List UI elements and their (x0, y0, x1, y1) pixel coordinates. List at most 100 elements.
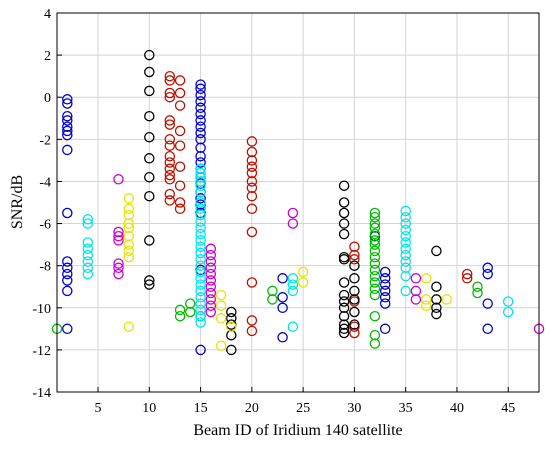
data-point (205, 306, 217, 318)
x-tick-label: 35 (399, 401, 413, 416)
data-point (164, 75, 176, 86)
data-point (62, 121, 73, 132)
data-point (338, 289, 350, 301)
data-point (420, 273, 432, 284)
data-point (349, 254, 360, 265)
x-tick-label: 5 (95, 401, 102, 416)
data-point (246, 155, 258, 166)
data-point (410, 285, 422, 297)
data-point (144, 279, 155, 290)
data-point (400, 237, 411, 248)
data-point (400, 249, 411, 261)
data-point (369, 207, 381, 219)
data-point (349, 319, 360, 330)
data-point (379, 279, 391, 290)
data-point (349, 285, 360, 297)
data-point (205, 262, 217, 274)
data-point (62, 323, 73, 335)
data-point (379, 323, 391, 335)
data-point (144, 49, 155, 61)
series-5 (113, 174, 545, 335)
data-point (174, 197, 186, 208)
data-point (174, 203, 186, 215)
data-point (400, 211, 411, 223)
data-point (369, 338, 381, 349)
data-point (287, 218, 299, 229)
y-tick-label: -4 (39, 175, 51, 190)
data-point (82, 262, 94, 274)
data-point (349, 249, 360, 261)
data-point (164, 169, 176, 181)
data-point (144, 110, 155, 122)
data-point (82, 237, 94, 248)
data-point (185, 306, 196, 318)
data-point (246, 315, 258, 326)
data-point (246, 176, 258, 187)
data-point (62, 275, 73, 286)
data-point (226, 313, 237, 324)
data-point (287, 321, 299, 332)
data-point (113, 268, 124, 280)
data-point (195, 157, 206, 168)
data-point (195, 216, 206, 227)
data-point (174, 87, 186, 99)
data-point (461, 273, 473, 284)
data-point (246, 161, 258, 172)
data-point (195, 171, 206, 183)
data-point (205, 287, 217, 299)
series-4 (123, 193, 452, 351)
series-1 (82, 163, 514, 332)
data-point (123, 203, 135, 215)
data-point (195, 260, 206, 271)
data-point (195, 197, 206, 208)
data-point (431, 302, 442, 314)
data-point (369, 228, 381, 240)
data-point (195, 317, 206, 328)
data-point (195, 167, 206, 179)
x-tick-label: 10 (142, 401, 156, 416)
data-point (62, 285, 73, 297)
data-point (369, 222, 381, 234)
data-point (144, 153, 155, 164)
data-point (62, 144, 73, 156)
data-point (174, 125, 186, 137)
data-point (267, 285, 278, 297)
x-tick-label: 45 (501, 401, 515, 416)
data-point (195, 310, 206, 322)
data-point (215, 340, 227, 351)
data-point (174, 161, 186, 172)
data-point (185, 298, 196, 309)
data-point (287, 279, 299, 290)
data-point (369, 310, 381, 322)
data-point (195, 247, 206, 259)
data-point (338, 319, 350, 330)
data-point (420, 300, 432, 311)
data-point (246, 167, 258, 179)
data-point (215, 300, 227, 311)
data-point (164, 195, 176, 206)
data-point (164, 87, 176, 99)
data-point (62, 94, 73, 105)
data-point (113, 258, 124, 269)
data-point (144, 85, 155, 97)
data-point (195, 79, 206, 90)
data-point (123, 321, 135, 332)
data-point (338, 302, 350, 314)
data-point (123, 193, 135, 204)
data-point (472, 287, 483, 299)
data-point (195, 209, 206, 221)
data-point (369, 258, 381, 269)
data-point (297, 277, 309, 288)
data-point (369, 218, 381, 229)
data-point (195, 121, 206, 132)
data-point (195, 228, 206, 240)
x-tick-labels: 5 10 15 20 25 30 35 40 45 (95, 401, 516, 416)
data-point (174, 304, 186, 316)
series-6 (51, 207, 483, 349)
data-point (144, 171, 155, 183)
data-point (502, 296, 514, 307)
data-point (62, 110, 73, 122)
data-point (113, 262, 124, 274)
